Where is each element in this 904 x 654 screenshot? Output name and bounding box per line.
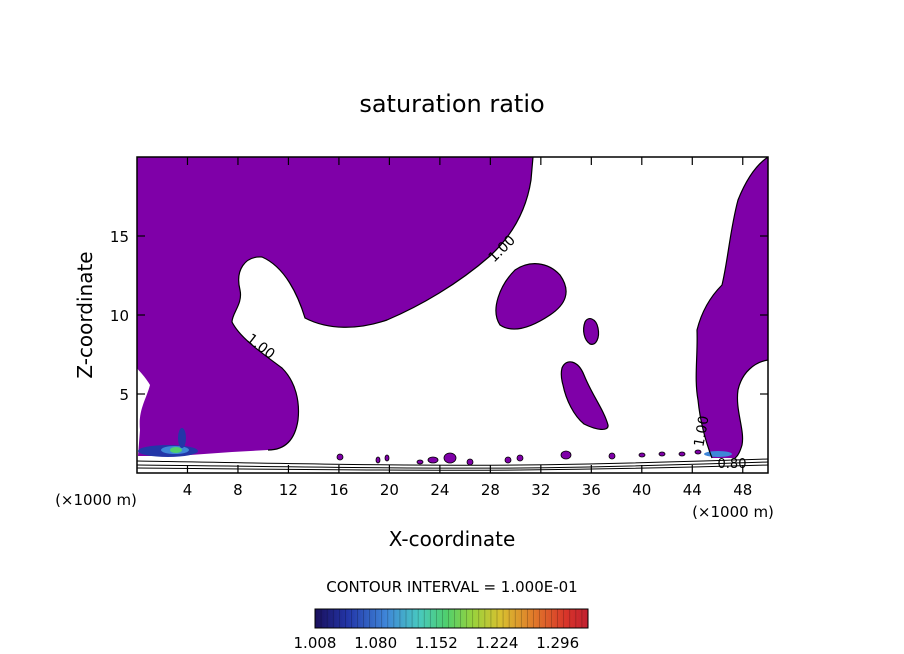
contour-interval-label: CONTOUR INTERVAL = 1.000E-01 [326,578,577,596]
contour-label-bottom: 0.80 [718,457,747,472]
contour-line-1.00-right [695,157,768,459]
colorbar-label: 1.080 [354,634,397,652]
x-tick-label: 40 [632,481,651,499]
supersaturated-blob-3 [560,361,609,430]
supersaturated-region-right [696,157,768,458]
x-tick-label: 48 [733,481,752,499]
y-tick-label: 10 [110,307,129,325]
y-axis-title: Z-coordinate [73,251,97,378]
colorbar-divisions [320,609,583,628]
colorbar-label: 1.296 [536,634,579,652]
x-tick-label: 24 [430,481,449,499]
y-tick-label: 15 [110,228,129,246]
x-tick-label: 12 [279,481,298,499]
contour-label-right: 1.00 [691,415,712,448]
y-tick-label: 5 [119,386,129,404]
contour-line-1.00 [231,157,534,451]
x-axis-ticks: 4 8 12 16 20 24 28 32 36 40 44 48 [183,157,752,499]
contour-field [137,157,768,471]
x-tick-label: 36 [582,481,601,499]
x-tick-label: 44 [683,481,702,499]
surface-contour-lines [137,458,768,471]
surface-patches [336,449,702,466]
x-tick-label: 28 [481,481,500,499]
chart-title: saturation ratio [359,90,544,118]
x-tick-label: 16 [329,481,348,499]
x-tick-label: 20 [380,481,399,499]
x-unit-label-right: (×1000 m) [692,503,774,521]
x-tick-label: 32 [531,481,550,499]
y-axis-ticks: 5 10 15 [110,228,768,404]
colorbar-label: 1.224 [476,634,519,652]
colorbar-gradient [314,608,589,629]
colorbar: 1.008 1.080 1.152 1.224 1.296 [294,608,589,652]
x-axis-title: X-coordinate [389,527,516,551]
colorbar-label: 1.152 [415,634,458,652]
x-unit-label-left: (×1000 m) [55,491,137,509]
x-tick-label: 8 [233,481,243,499]
colorbar-label: 1.008 [294,634,337,652]
high-saturation-spot [138,428,732,457]
supersaturated-region-left [137,157,533,456]
supersaturated-blob-2 [583,318,600,345]
x-tick-label: 4 [183,481,193,499]
colorbar-labels: 1.008 1.080 1.152 1.224 1.296 [294,634,580,652]
supersaturated-blob-1 [495,263,567,330]
